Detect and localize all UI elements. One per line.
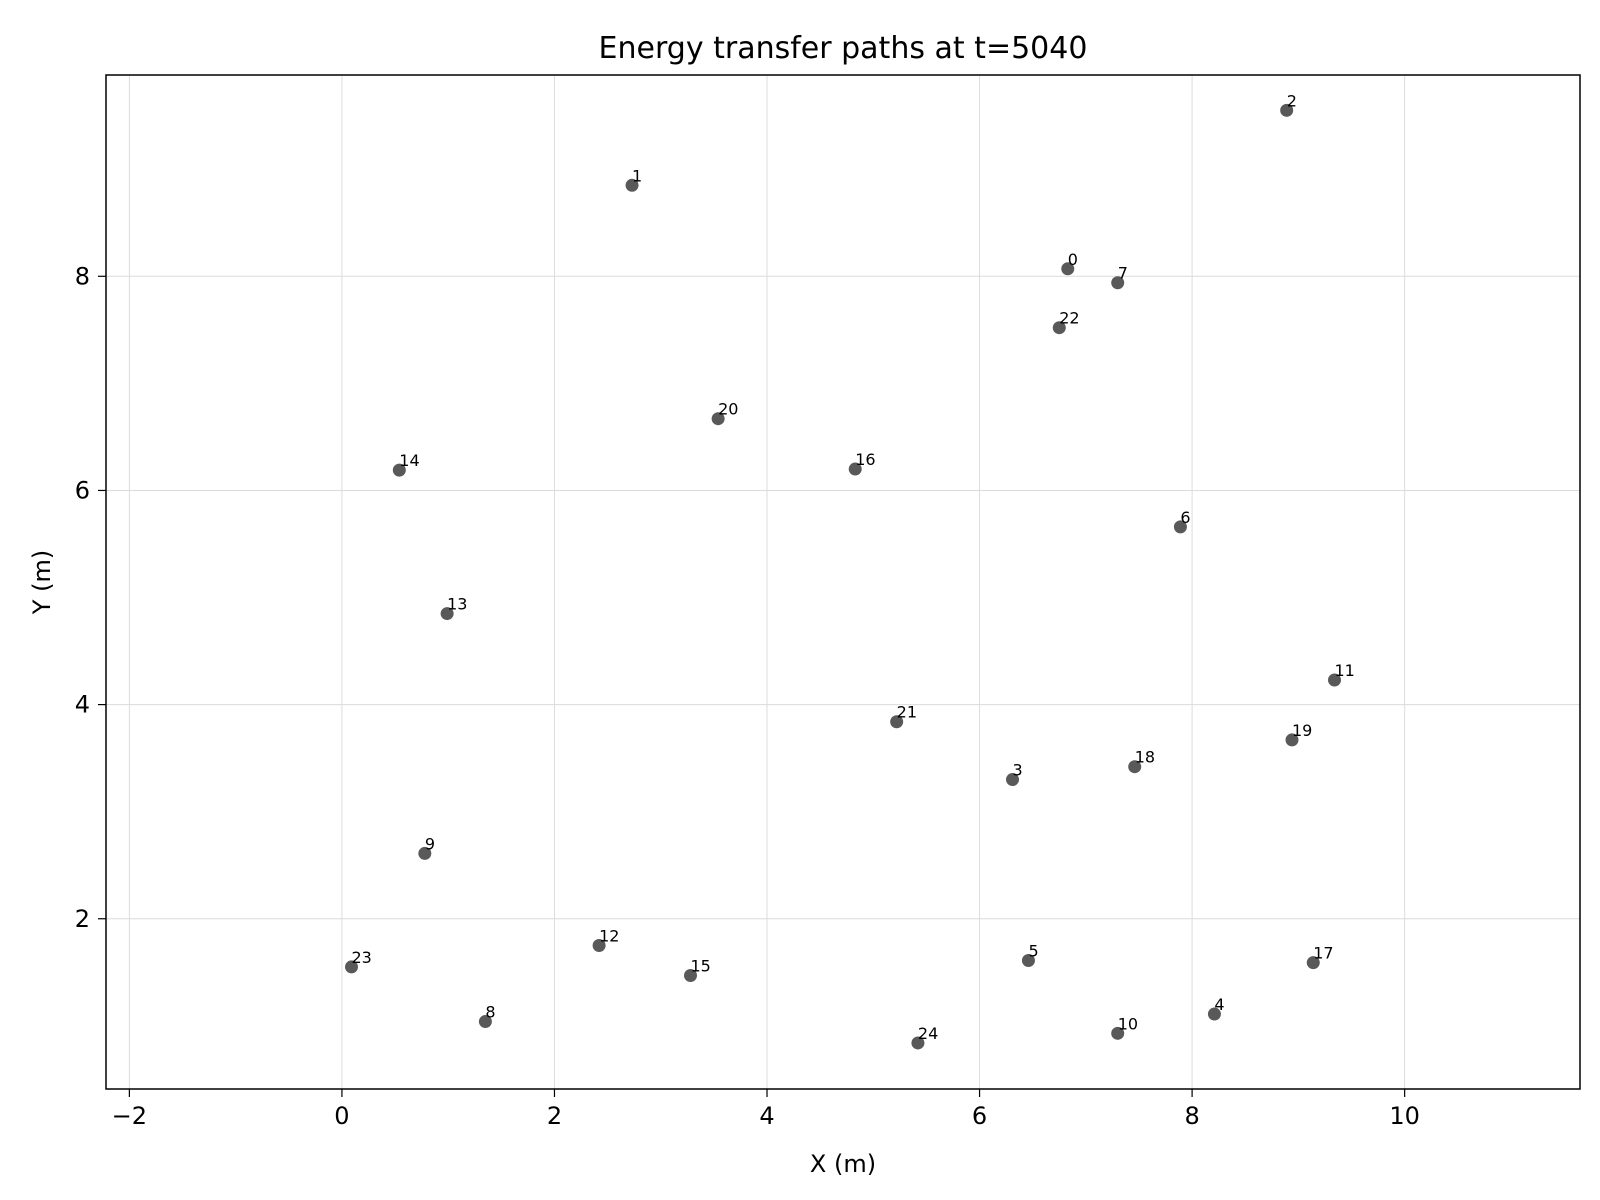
data-point — [1128, 760, 1142, 774]
x-tick-label: 6 — [972, 1102, 987, 1130]
data-point-label: 18 — [1135, 748, 1155, 767]
data-point-label: 6 — [1180, 508, 1190, 527]
data-point-label: 7 — [1118, 264, 1128, 283]
data-point-label: 15 — [690, 957, 710, 976]
data-point-label: 3 — [1013, 761, 1023, 780]
data-point — [344, 960, 358, 974]
data-point-label: 4 — [1214, 995, 1224, 1014]
data-point-label: 22 — [1059, 309, 1079, 328]
data-points — [344, 103, 1342, 1050]
data-point — [711, 412, 725, 426]
data-point-label: 20 — [718, 400, 738, 419]
data-point-label: 5 — [1028, 942, 1038, 961]
data-point-label: 23 — [351, 948, 371, 967]
x-tick-label: 10 — [1389, 1102, 1420, 1130]
data-point-label: 8 — [485, 1003, 495, 1022]
data-point — [392, 463, 406, 477]
x-tick-label: 0 — [334, 1102, 349, 1130]
x-tick-label: 8 — [1184, 1102, 1199, 1130]
data-point — [683, 969, 697, 983]
data-point — [1052, 321, 1066, 335]
data-point — [592, 939, 606, 953]
y-axis-label: Y (m) — [28, 550, 56, 615]
data-point-label: 13 — [447, 595, 467, 614]
data-point-label: 10 — [1118, 1014, 1138, 1033]
x-tick-label: −2 — [112, 1102, 147, 1130]
data-point-label: 16 — [855, 450, 875, 469]
data-point — [911, 1036, 925, 1050]
data-point-label: 0 — [1068, 250, 1078, 269]
data-point — [1306, 956, 1320, 970]
y-tick-label: 8 — [75, 262, 90, 290]
data-point — [1061, 262, 1075, 276]
x-tick-label: 4 — [759, 1102, 774, 1130]
data-point — [1006, 773, 1020, 787]
data-point-label: 2 — [1287, 91, 1297, 110]
x-axis-ticks: −2 0 2 4 6 8 10 — [112, 1089, 1420, 1130]
data-point-label: 11 — [1335, 661, 1355, 680]
grid-lines — [106, 75, 1580, 1089]
y-tick-label: 4 — [75, 691, 90, 719]
x-axis-label: X (m) — [810, 1150, 876, 1178]
data-point — [1328, 673, 1342, 687]
data-point-label: 17 — [1313, 944, 1333, 963]
data-point — [440, 607, 454, 621]
data-point-label: 19 — [1292, 721, 1312, 740]
data-point-label: 12 — [599, 927, 619, 946]
chart-title: Energy transfer paths at t=5040 — [599, 31, 1088, 66]
data-point — [1111, 1026, 1125, 1040]
data-point — [1280, 103, 1294, 117]
data-point — [848, 462, 862, 476]
y-tick-label: 2 — [75, 905, 90, 933]
data-point-label: 24 — [918, 1024, 938, 1043]
data-point — [890, 715, 904, 729]
data-point — [1207, 1007, 1221, 1021]
data-point — [1285, 733, 1299, 747]
data-point — [1111, 276, 1125, 290]
data-point — [1021, 954, 1035, 968]
data-point-label: 21 — [897, 703, 917, 722]
data-point-label: 9 — [425, 834, 435, 853]
y-tick-label: 6 — [75, 476, 90, 504]
data-point-label: 1 — [632, 166, 642, 185]
data-point — [1173, 520, 1187, 534]
y-axis-ticks: 2 4 6 8 — [75, 262, 106, 933]
data-point — [625, 178, 639, 192]
data-point — [478, 1015, 492, 1029]
x-tick-label: 2 — [547, 1102, 562, 1130]
plot-frame — [105, 74, 1581, 1090]
data-point — [418, 846, 432, 860]
data-point-label: 14 — [399, 451, 419, 470]
